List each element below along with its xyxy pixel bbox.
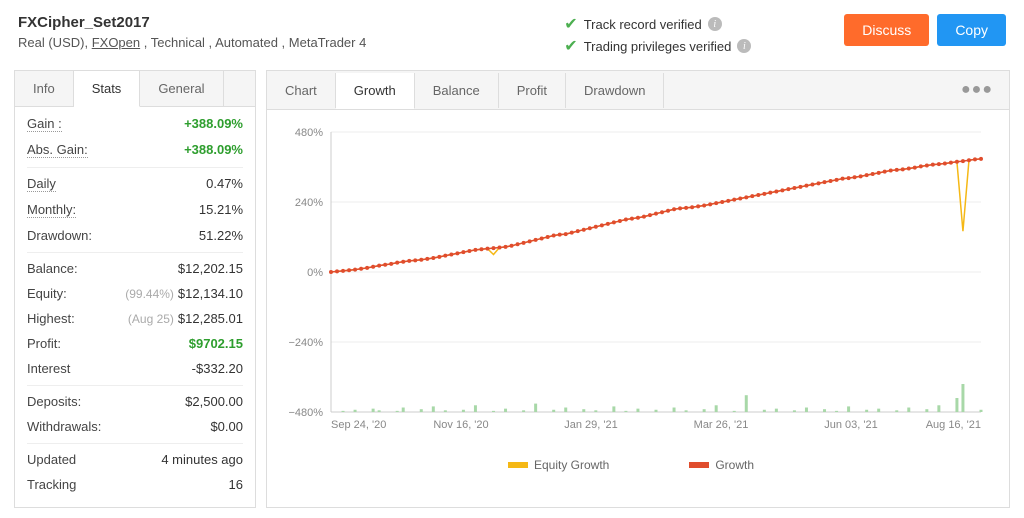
subtitle-account-type: Real (USD): [18, 35, 84, 50]
tab-chart[interactable]: Chart: [267, 73, 336, 108]
tab-info[interactable]: Info: [15, 71, 74, 106]
stat-value: -$332.20: [192, 361, 243, 376]
info-icon[interactable]: i: [737, 39, 751, 53]
stat-label: Abs. Gain:: [27, 142, 88, 158]
stat-value: 16: [229, 477, 243, 492]
svg-text:480%: 480%: [295, 127, 323, 139]
stat-row: Updated 4 minutes ago: [27, 443, 243, 472]
stat-label: Deposits:: [27, 394, 81, 409]
svg-text:−480%: −480%: [288, 407, 323, 419]
stat-label: Tracking: [27, 477, 76, 492]
svg-text:Jun 03, '21: Jun 03, '21: [824, 419, 877, 431]
verify-text-2: Trading privileges verified: [584, 39, 732, 54]
stat-row: Drawdown: 51.22%: [27, 223, 243, 248]
legend-label-equity: Equity Growth: [534, 458, 609, 472]
stat-value: (Aug 25)$12,285.01: [128, 311, 243, 326]
stat-row: Monthly: 15.21%: [27, 197, 243, 223]
stat-label: Highest:: [27, 311, 75, 326]
stat-value: 51.22%: [199, 228, 243, 243]
stat-value: 0.47%: [206, 176, 243, 191]
legend-label-growth: Growth: [715, 458, 754, 472]
stat-label: Gain :: [27, 116, 62, 132]
svg-text:Sep 24, '20: Sep 24, '20: [331, 419, 386, 431]
tab-stats[interactable]: Stats: [74, 71, 141, 107]
svg-text:Nov 16, '20: Nov 16, '20: [433, 419, 488, 431]
tab-growth[interactable]: Growth: [336, 73, 415, 109]
growth-chart: 480% 240% 0% −240% −480% Sep 24, '20 Nov 16, '…: [271, 122, 991, 452]
stat-row: Tracking 16: [27, 472, 243, 497]
svg-text:Jan 29, '21: Jan 29, '21: [564, 419, 617, 431]
stat-row: Withdrawals: $0.00: [27, 414, 243, 439]
account-subtitle: Real (USD), FXOpen , Technical , Automat…: [18, 35, 564, 50]
legend-swatch-growth: [689, 462, 709, 468]
trading-privileges-verified: ✔ Trading privileges verified i: [564, 36, 844, 56]
stats-panel: Info Stats General Gain :+388.09%Abs. Ga…: [14, 70, 256, 508]
stat-row: Abs. Gain: +388.09%: [27, 137, 243, 163]
account-title: FXCipher_Set2017: [18, 14, 564, 31]
chart-menu-icon[interactable]: ●●●: [945, 71, 1009, 109]
stat-label: Interest: [27, 361, 70, 376]
svg-text:240%: 240%: [295, 197, 323, 209]
verify-text-1: Track record verified: [584, 17, 702, 32]
stat-value: $2,500.00: [185, 394, 243, 409]
tab-drawdown[interactable]: Drawdown: [566, 73, 664, 108]
stat-value: 4 minutes ago: [161, 452, 243, 467]
legend-growth[interactable]: Growth: [689, 458, 754, 472]
stat-row: Gain : +388.09%: [27, 111, 243, 137]
subtitle-automated: Automated: [215, 35, 278, 50]
stat-label: Daily: [27, 176, 56, 192]
tab-profit[interactable]: Profit: [499, 73, 566, 108]
check-icon: ✔: [564, 14, 577, 34]
stat-row: Highest: (Aug 25)$12,285.01: [27, 306, 243, 331]
stat-label: Monthly:: [27, 202, 76, 218]
stat-value: +388.09%: [184, 116, 243, 131]
legend-swatch-equity: [508, 462, 528, 468]
stat-label: Equity:: [27, 286, 67, 301]
subtitle-platform: MetaTrader 4: [289, 35, 367, 50]
svg-text:−240%: −240%: [288, 337, 323, 349]
svg-text:0%: 0%: [307, 267, 323, 279]
subtitle-technical: Technical: [151, 35, 205, 50]
stat-label: Profit:: [27, 336, 61, 351]
stat-row: Interest -$332.20: [27, 356, 243, 381]
stat-label: Drawdown:: [27, 228, 92, 243]
stat-label: Balance:: [27, 261, 78, 276]
svg-text:Mar 26, '21: Mar 26, '21: [694, 419, 749, 431]
legend-equity-growth[interactable]: Equity Growth: [508, 458, 609, 472]
stat-row: Equity: (99.44%)$12,134.10: [27, 281, 243, 306]
stat-value: $12,202.15: [178, 261, 243, 276]
stat-row: Profit: $9702.15: [27, 331, 243, 356]
stat-label: Withdrawals:: [27, 419, 101, 434]
stat-row: Deposits: $2,500.00: [27, 385, 243, 414]
svg-text:Aug 16, '21: Aug 16, '21: [926, 419, 981, 431]
check-icon: ✔: [564, 36, 577, 56]
stat-value: +388.09%: [184, 142, 243, 157]
track-record-verified: ✔ Track record verified i: [564, 14, 844, 34]
info-icon[interactable]: i: [708, 17, 722, 31]
stat-value: $0.00: [210, 419, 243, 434]
tab-balance[interactable]: Balance: [415, 73, 499, 108]
stat-value: $9702.15: [189, 336, 243, 351]
stat-row: Daily 0.47%: [27, 167, 243, 197]
chart-panel: Chart Growth Balance Profit Drawdown ●●●…: [266, 70, 1010, 508]
stat-value: (99.44%)$12,134.10: [125, 286, 243, 301]
stat-value: 15.21%: [199, 202, 243, 217]
broker-link[interactable]: FXOpen: [92, 35, 140, 50]
stat-row: Balance: $12,202.15: [27, 252, 243, 281]
chart-area: 480% 240% 0% −240% −480% Sep 24, '20 Nov 16, '…: [267, 110, 1009, 490]
stat-label: Updated: [27, 452, 76, 467]
tab-general[interactable]: General: [140, 71, 223, 106]
copy-button[interactable]: Copy: [937, 14, 1006, 46]
discuss-button[interactable]: Discuss: [844, 14, 929, 46]
